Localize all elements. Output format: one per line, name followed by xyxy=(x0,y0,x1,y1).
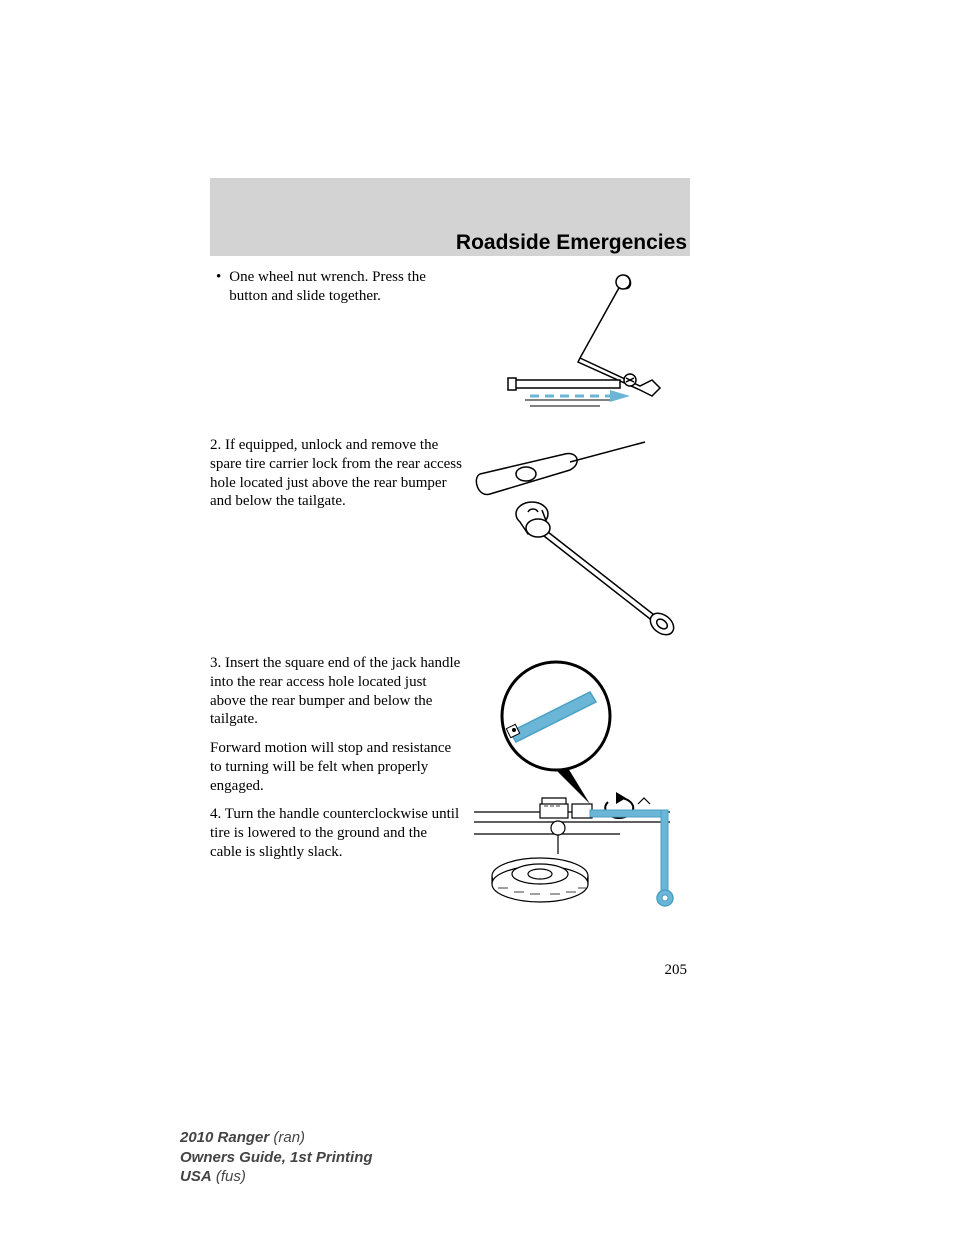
step3-detail: Forward motion will stop and resistance … xyxy=(210,739,462,795)
page-number: 205 xyxy=(665,962,688,979)
step1-text-col: • One wheel nut wrench. Press the button… xyxy=(210,268,470,306)
step3-text-col: 3. Insert the square end of the jack han… xyxy=(210,654,470,872)
figure-3 xyxy=(470,654,690,924)
step1-text: One wheel nut wrench. Press the button a… xyxy=(229,268,462,306)
figure-2 xyxy=(470,436,690,646)
footer-line-2: Owners Guide, 1st Printing xyxy=(180,1148,373,1168)
figure-1 xyxy=(470,268,690,428)
step-row-3: 3. Insert the square end of the jack han… xyxy=(210,654,690,924)
step-row-2: 2. If equipped, unlock and remove the sp… xyxy=(210,436,690,646)
footer-line-1: 2010 Ranger (ran) xyxy=(180,1128,373,1148)
step2-text-col: 2. If equipped, unlock and remove the sp… xyxy=(210,436,470,521)
footer-model-bold: 2010 Ranger xyxy=(180,1129,269,1146)
step-row-1: • One wheel nut wrench. Press the button… xyxy=(210,268,690,428)
footer: 2010 Ranger (ran) Owners Guide, 1st Prin… xyxy=(180,1128,373,1187)
footer-region-bold: USA xyxy=(180,1168,212,1185)
section-title: Roadside Emergencies xyxy=(456,231,687,255)
footer-guide: Owners Guide, 1st Printing xyxy=(180,1149,373,1166)
content-area: • One wheel nut wrench. Press the button… xyxy=(210,268,690,932)
footer-region-ital: (fus) xyxy=(212,1168,246,1185)
step2-text: 2. If equipped, unlock and remove the sp… xyxy=(210,436,462,511)
step4-text: 4. Turn the handle counterclockwise unti… xyxy=(210,805,462,861)
step3-text: 3. Insert the square end of the jack han… xyxy=(210,654,462,729)
bullet-icon: • xyxy=(216,268,221,306)
footer-model-ital: (ran) xyxy=(269,1129,305,1146)
footer-line-3: USA (fus) xyxy=(180,1167,373,1187)
